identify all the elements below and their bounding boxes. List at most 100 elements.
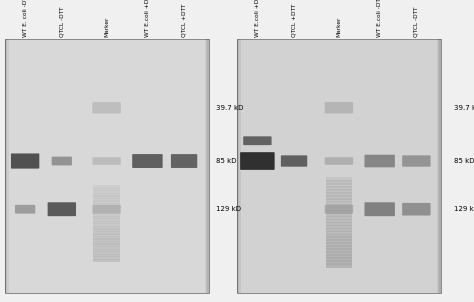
Bar [326, 219, 352, 223]
Bar [237, 39, 441, 293]
Text: 129 kD: 129 kD [454, 206, 474, 212]
Bar [93, 231, 120, 235]
FancyBboxPatch shape [171, 154, 197, 168]
Bar [93, 233, 120, 237]
Bar [93, 188, 120, 191]
Bar [326, 257, 352, 262]
Bar [5, 39, 7, 293]
Bar [93, 238, 120, 242]
Bar [326, 186, 352, 191]
Bar [326, 183, 352, 188]
Text: Marker: Marker [104, 17, 109, 37]
Bar [326, 180, 352, 185]
Bar [93, 251, 120, 255]
Bar [93, 213, 120, 217]
Bar [326, 236, 352, 241]
FancyBboxPatch shape [11, 153, 39, 169]
Bar [93, 221, 120, 224]
Bar [326, 260, 352, 265]
Bar [237, 39, 239, 293]
Bar [438, 39, 441, 293]
Bar [93, 200, 120, 204]
Bar [5, 39, 6, 293]
Bar [326, 225, 352, 229]
Text: WT E. coli -DTT: WT E. coli -DTT [23, 0, 27, 37]
Bar [326, 210, 352, 214]
Bar [93, 210, 120, 214]
Bar [93, 193, 120, 197]
Bar [93, 218, 120, 222]
Bar [326, 207, 352, 211]
Bar [93, 228, 120, 232]
Bar [93, 205, 120, 209]
Text: WT E.coli +DTT: WT E.coli +DTT [255, 0, 260, 37]
FancyBboxPatch shape [243, 136, 272, 145]
Text: 129 kD: 129 kD [216, 206, 241, 212]
Bar [93, 185, 120, 189]
Bar [326, 198, 352, 202]
Bar [326, 177, 352, 182]
FancyBboxPatch shape [325, 205, 353, 214]
Text: QTCL +DTT: QTCL +DTT [182, 3, 187, 37]
FancyBboxPatch shape [92, 102, 121, 114]
FancyBboxPatch shape [402, 203, 430, 216]
Text: WT E.coli -DTT: WT E.coli -DTT [377, 0, 382, 37]
Bar [326, 204, 352, 208]
FancyBboxPatch shape [365, 155, 395, 167]
Bar [5, 39, 209, 293]
Text: 85 kD: 85 kD [216, 158, 236, 164]
Bar [326, 201, 352, 205]
Bar [93, 246, 120, 250]
Text: Marker: Marker [337, 17, 341, 37]
Bar [326, 248, 352, 253]
Bar [206, 39, 209, 293]
FancyBboxPatch shape [240, 152, 274, 170]
FancyBboxPatch shape [281, 155, 307, 167]
Bar [207, 39, 209, 293]
Bar [437, 39, 441, 293]
Bar [326, 228, 352, 232]
Bar [5, 39, 9, 293]
Bar [93, 243, 120, 247]
Bar [326, 189, 352, 194]
Bar [326, 231, 352, 235]
Bar [93, 198, 120, 202]
Bar [93, 208, 120, 212]
Text: QTCL -DTT: QTCL -DTT [59, 6, 64, 37]
Bar [93, 216, 120, 219]
FancyBboxPatch shape [47, 202, 76, 216]
FancyBboxPatch shape [92, 205, 121, 214]
Bar [93, 254, 120, 257]
FancyBboxPatch shape [52, 157, 72, 165]
Text: 85 kD: 85 kD [454, 158, 474, 164]
Bar [93, 223, 120, 227]
FancyBboxPatch shape [92, 157, 121, 165]
FancyBboxPatch shape [325, 102, 353, 114]
Bar [326, 213, 352, 217]
FancyBboxPatch shape [365, 202, 395, 216]
Text: QTCL -DTT: QTCL -DTT [414, 6, 419, 37]
Bar [93, 249, 120, 252]
Bar [93, 226, 120, 230]
Bar [93, 195, 120, 199]
FancyBboxPatch shape [325, 157, 353, 165]
Text: 39.7 kD: 39.7 kD [454, 105, 474, 111]
Bar [326, 243, 352, 247]
Bar [326, 192, 352, 197]
Text: 39.7 kD: 39.7 kD [216, 105, 243, 111]
Bar [326, 263, 352, 268]
Bar [237, 39, 238, 293]
FancyBboxPatch shape [132, 154, 163, 168]
Bar [439, 39, 441, 293]
Bar [93, 203, 120, 207]
Bar [326, 216, 352, 220]
Bar [326, 222, 352, 226]
Bar [205, 39, 209, 293]
Bar [93, 241, 120, 245]
Bar [237, 39, 241, 293]
Bar [326, 239, 352, 244]
FancyBboxPatch shape [15, 205, 35, 214]
Bar [93, 256, 120, 260]
Text: QTCL +DTT: QTCL +DTT [292, 3, 297, 37]
Bar [326, 245, 352, 250]
